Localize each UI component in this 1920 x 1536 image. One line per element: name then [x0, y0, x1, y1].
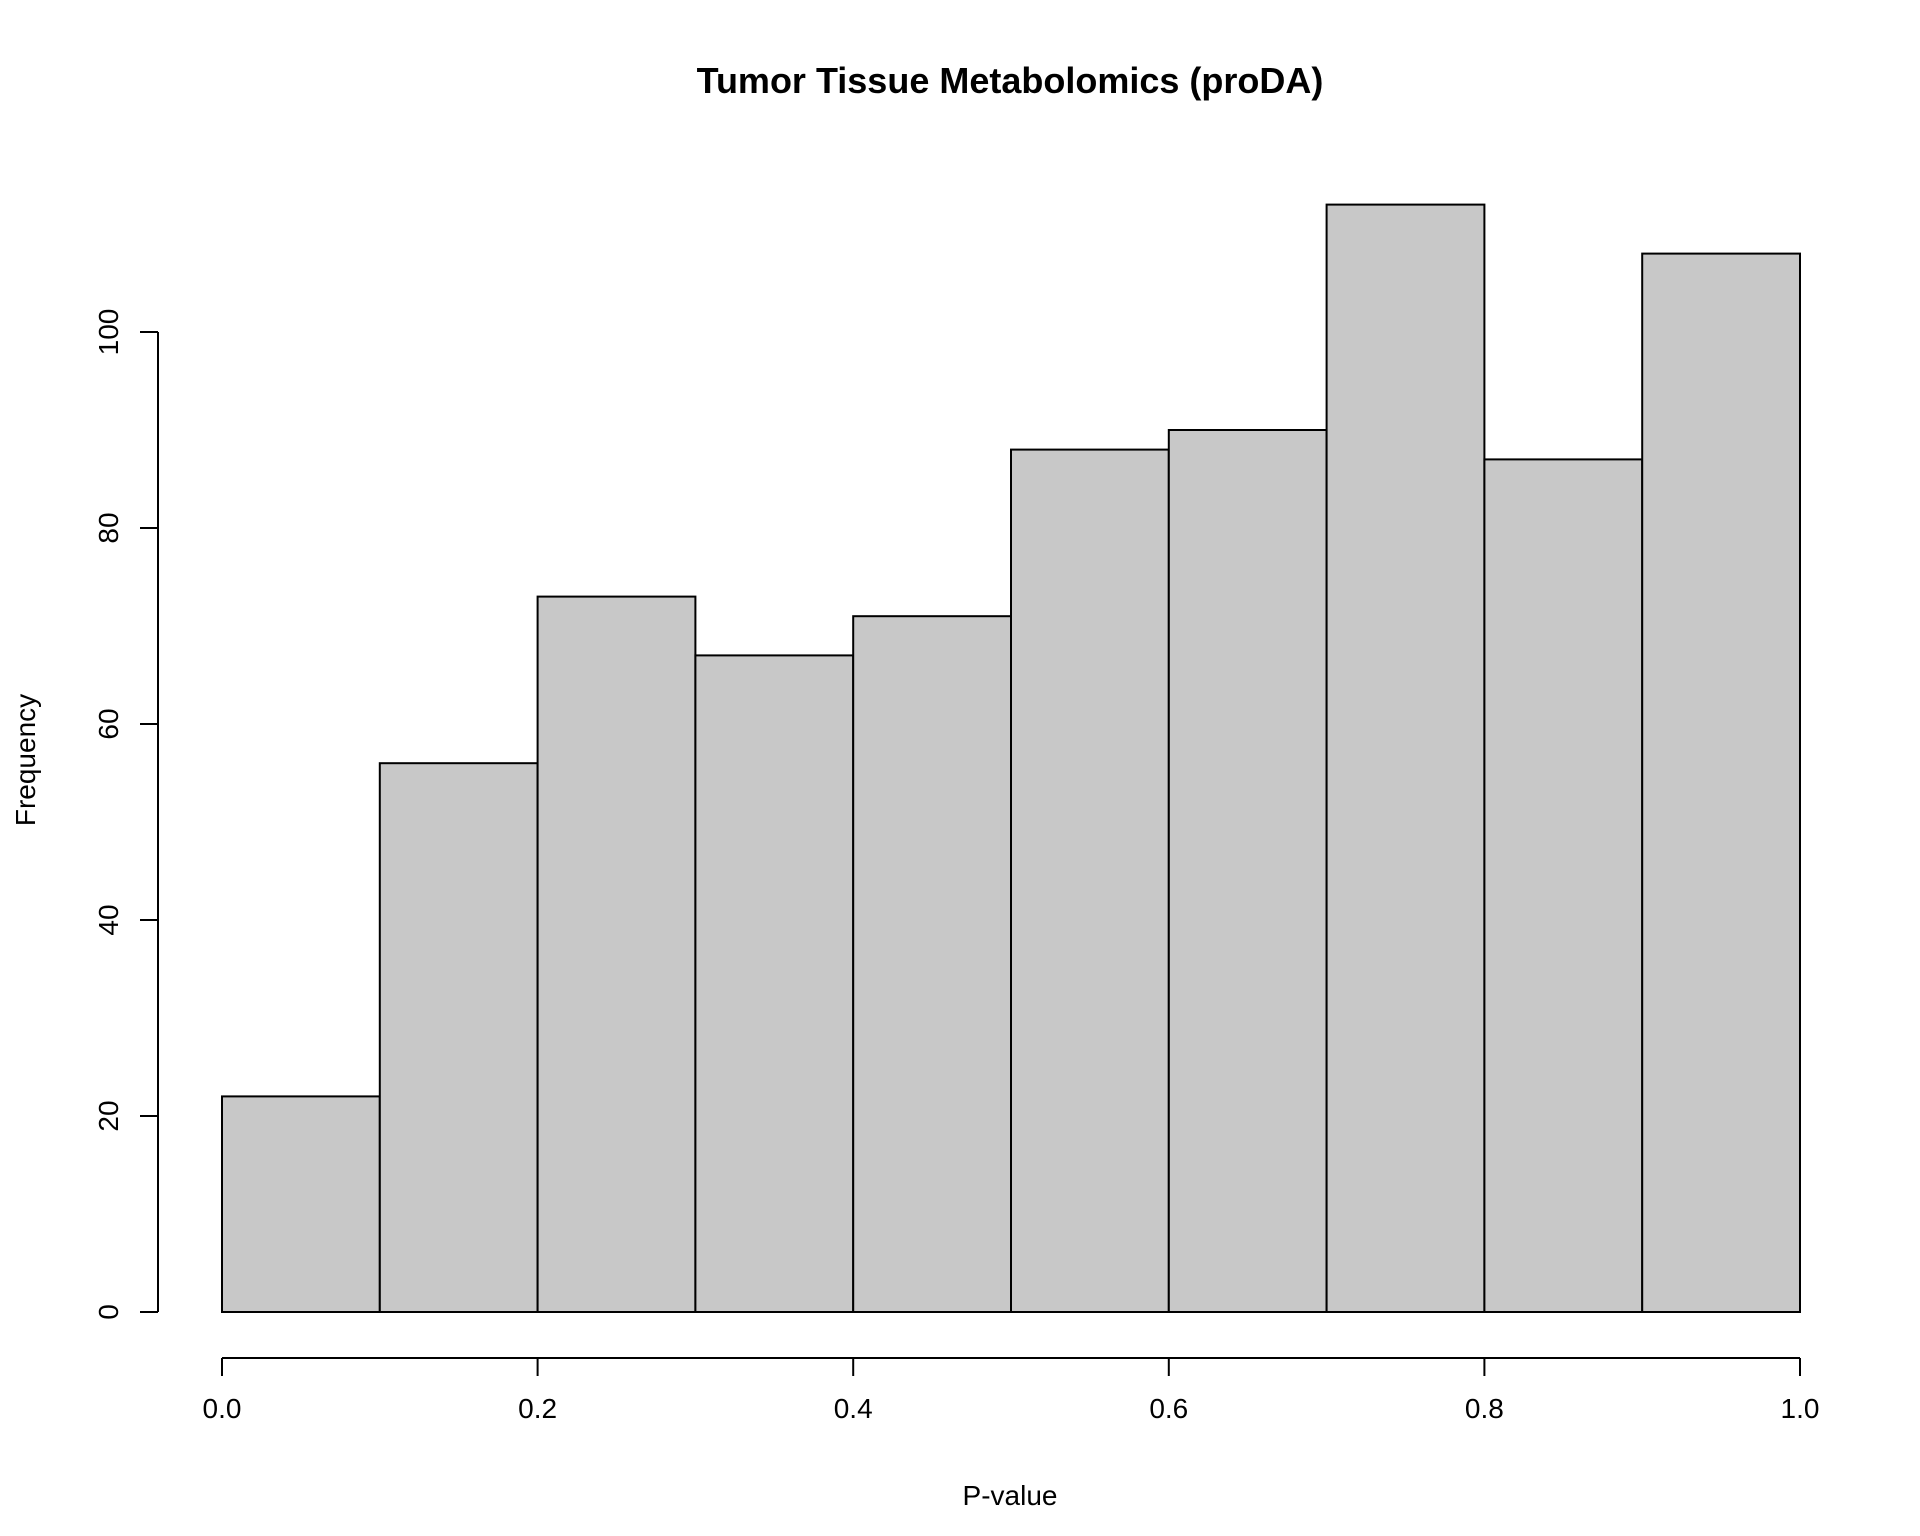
bars-group	[221, 203, 1801, 1314]
histogram-bar	[694, 654, 855, 1313]
x-tick-label: 0.4	[834, 1393, 873, 1424]
histogram-bar	[1483, 458, 1644, 1313]
histogram-bar	[1010, 448, 1170, 1314]
y-tick-label: 80	[93, 512, 124, 543]
x-tick-label: 0.2	[518, 1393, 557, 1424]
histogram-bar	[378, 762, 539, 1313]
histogram-bar	[1167, 429, 1328, 1313]
y-axis-label: Frequency	[10, 694, 41, 826]
histogram-bar	[852, 615, 1013, 1313]
y-tick-label: 100	[93, 309, 124, 356]
y-tick-label: 20	[93, 1100, 124, 1131]
histogram-bar	[1325, 203, 1486, 1314]
y-tick-label: 60	[93, 708, 124, 739]
histogram-bar	[536, 595, 697, 1313]
histogram-bar	[1641, 252, 1801, 1314]
histogram-bar	[221, 1095, 381, 1314]
y-tick-label: 0	[93, 1304, 124, 1320]
x-tick-label: 0.6	[1149, 1393, 1188, 1424]
chart-title: Tumor Tissue Metabolomics (proDA)	[697, 60, 1324, 101]
x-axis: 0.0 0.2 0.4 0.6 0.8 1.0	[203, 1357, 1820, 1424]
y-axis: 0 20 40 60 80 100	[93, 309, 159, 1320]
x-tick-label: 0.8	[1465, 1393, 1504, 1424]
x-tick-label: 0.0	[203, 1393, 242, 1424]
x-tick-label: 1.0	[1781, 1393, 1820, 1424]
x-axis-label: P-value	[963, 1480, 1058, 1511]
y-tick-label: 40	[93, 904, 124, 935]
